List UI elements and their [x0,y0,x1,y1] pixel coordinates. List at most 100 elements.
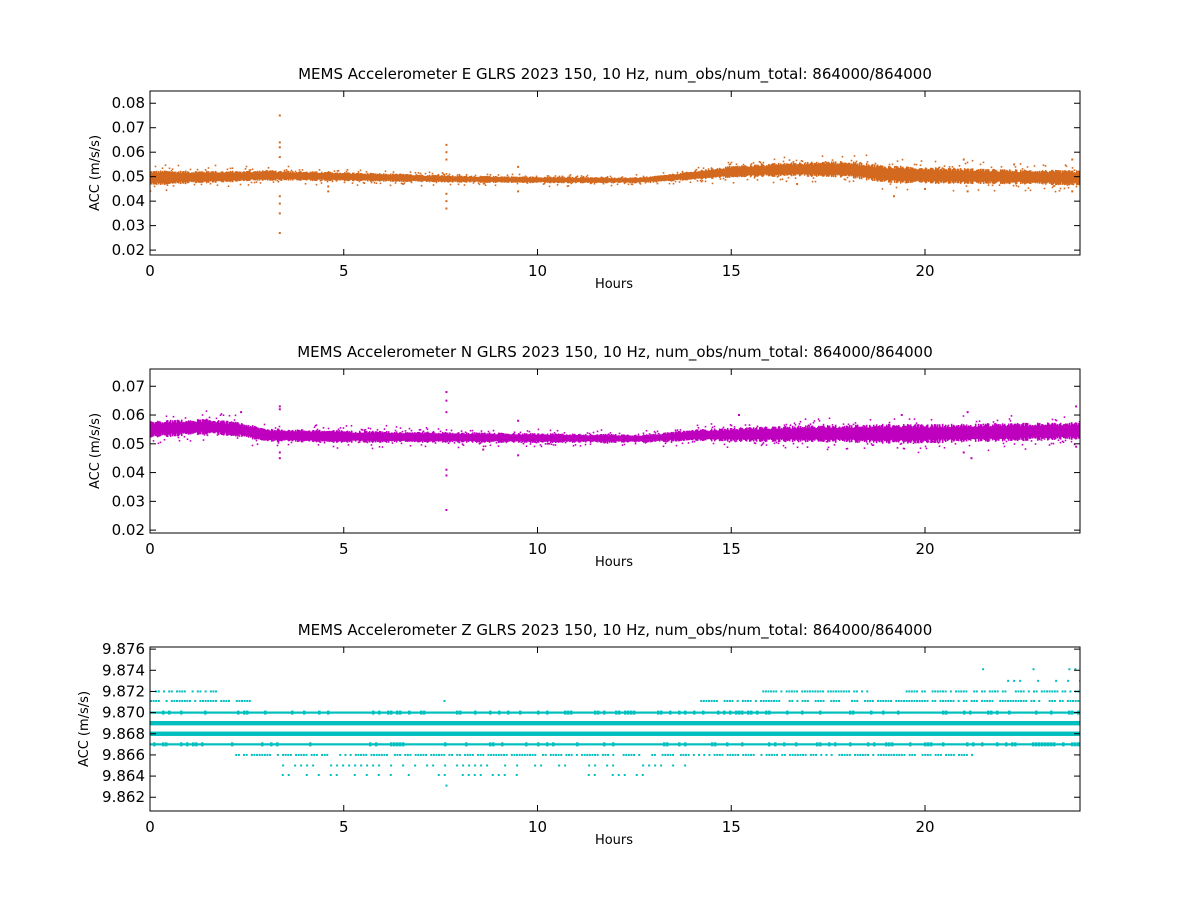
data-band-column [886,168,889,180]
data-band-column [857,426,860,441]
data-point [227,185,230,188]
data-band-column [615,178,618,183]
data-band-column [952,168,955,184]
data-band-column [628,435,631,442]
data-band-column [154,171,157,185]
data-point [399,742,402,747]
data-point [1041,742,1044,747]
data-point-outlier [1075,445,1078,448]
data-band-column [745,166,748,176]
data-point [879,699,882,702]
data-point [762,699,765,702]
data-point [176,699,178,702]
data-band-column [409,174,412,182]
data-point [1070,440,1073,443]
data-band-column [782,163,785,176]
data-point [784,446,787,449]
data-band-column [1073,172,1076,184]
data-point [303,710,306,715]
data-point [233,419,236,421]
data-band-column [609,435,612,442]
data-band-column [185,172,188,182]
data-band-column [233,172,236,181]
data-point-outlier [240,411,243,414]
data-point [775,690,778,693]
data-band-column [1009,170,1012,184]
data-band-column [604,433,607,443]
data-point [793,690,796,693]
data-point [990,710,993,715]
data-point [782,444,785,447]
data-point [882,710,885,715]
data-band-column [651,434,654,442]
data-point [973,690,976,693]
data-point [773,442,776,445]
data-band-column [356,432,359,441]
data-point [867,753,870,756]
data-band-column [583,435,586,442]
data-point [904,181,907,184]
data-point [358,180,361,183]
data-point [747,427,750,430]
data-point [848,690,851,693]
data-point [593,774,596,777]
data-band-column [612,434,615,443]
data-point [744,753,747,756]
data-point [790,690,793,693]
data-point [390,742,393,747]
y-axis-label: ACC (m/s/s) [88,135,103,211]
data-point [385,424,388,427]
data-point [848,753,851,756]
data-point [996,710,999,715]
data-band-column [926,424,929,443]
data-point [762,161,765,164]
data-point [365,774,368,777]
y-tick-label: 0.06 [112,406,145,424]
data-band-column [778,165,781,175]
data-point [801,690,804,693]
data-band-column [813,426,816,441]
data-band-column [976,169,979,183]
data-band-column [902,167,905,182]
data-band-column [246,171,249,182]
data-point [653,430,656,433]
data-point [612,753,615,756]
data-band-column [1047,172,1050,183]
data-band-column [915,426,918,441]
data-band-column [899,165,902,184]
data-band-column [292,172,295,180]
data-point [988,439,991,441]
data-point [354,753,357,756]
data-band-column [931,425,934,442]
data-point [554,444,557,446]
data-band-column [239,171,242,181]
data-band-column [468,434,471,441]
data-band-column [328,171,331,182]
data-point [498,710,501,715]
data-band-column [692,430,695,440]
data-band-column [599,434,602,443]
data-point [738,710,741,715]
data-band-column [846,426,849,442]
data-point [484,445,487,448]
data-band-column [578,433,581,443]
data-point [172,185,175,187]
data-point [423,710,426,715]
data-point [845,690,848,693]
data-band-column [640,177,643,182]
data-band-column [439,175,442,182]
data-band-column [786,163,789,176]
data-band-column [1072,424,1075,438]
data-band-column [700,169,703,180]
data-band-column [587,435,590,442]
data-point [556,429,559,432]
data-band-column [970,426,973,440]
data-band-column [421,175,424,182]
data-band-column [300,172,303,180]
data-point [152,699,155,702]
data-band-column [475,432,478,443]
data-band-column [657,175,660,182]
data-point [798,423,801,425]
data-band-column [355,432,358,441]
data-point [245,753,248,756]
